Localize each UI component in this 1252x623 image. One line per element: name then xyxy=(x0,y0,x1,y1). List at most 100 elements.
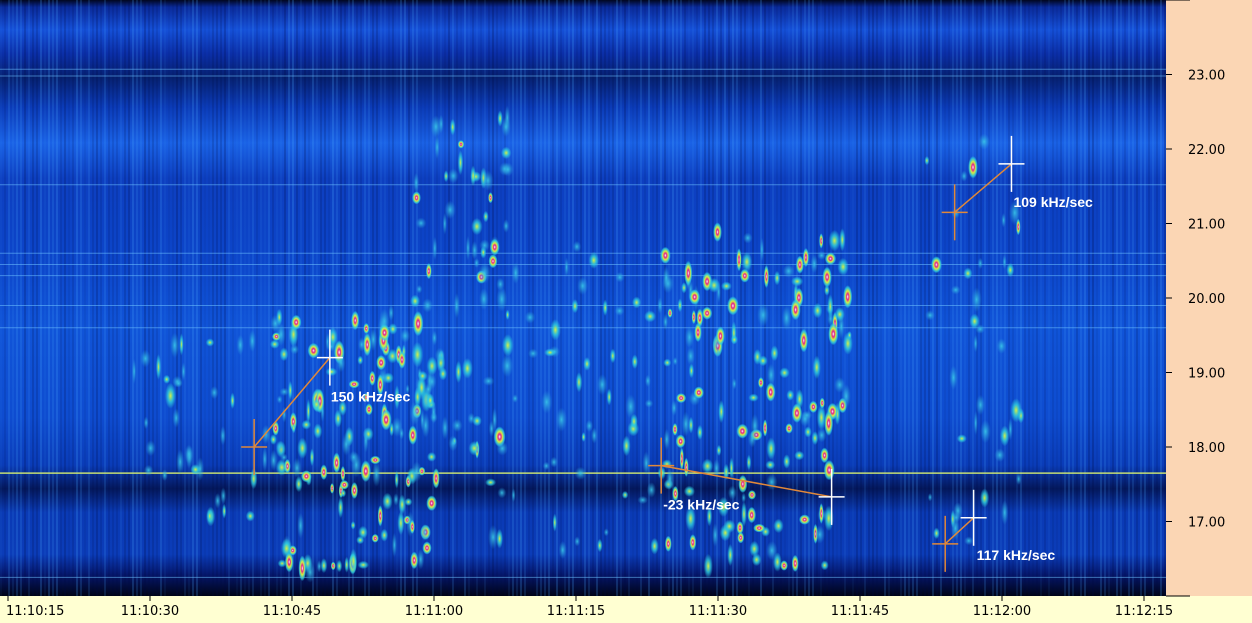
noise-stripe xyxy=(780,0,782,596)
noise-stripe xyxy=(884,0,886,596)
emission-blob xyxy=(975,394,986,416)
emission-blob xyxy=(716,444,722,456)
emission-blob xyxy=(823,459,835,481)
emission-blob xyxy=(814,525,825,544)
emission-blob xyxy=(791,276,804,287)
noise-stripe xyxy=(1112,0,1114,596)
emission-blob xyxy=(824,284,830,296)
emission-blob xyxy=(949,365,958,390)
noise-stripe xyxy=(788,0,790,596)
noise-stripe xyxy=(1024,0,1026,596)
emission-blob xyxy=(511,488,516,503)
noise-stripe xyxy=(188,0,190,596)
noise-stripe xyxy=(72,0,74,596)
noise-stripe xyxy=(888,0,890,596)
emission-blob xyxy=(427,373,437,390)
noise-stripe xyxy=(228,0,230,596)
noise-stripe xyxy=(968,0,970,596)
emission-blob xyxy=(340,489,347,498)
noise-stripe xyxy=(380,0,382,596)
emission-blob xyxy=(479,239,490,252)
noise-stripe xyxy=(620,0,622,596)
emission-blob xyxy=(444,200,456,220)
emission-blob xyxy=(411,461,422,482)
noise-stripe xyxy=(552,0,554,596)
emission-blob xyxy=(718,400,725,424)
emission-blob xyxy=(457,150,464,176)
noise-stripes xyxy=(4,0,1166,596)
emission-blob xyxy=(143,416,149,430)
noise-stripe xyxy=(320,0,322,596)
emission-blob xyxy=(701,458,714,474)
emission-blob xyxy=(280,453,288,462)
emission-blob xyxy=(358,525,368,540)
x-tick-label: 11:12:00 xyxy=(973,604,1031,619)
noise-stripe xyxy=(100,0,102,596)
emission-blob xyxy=(625,394,636,419)
emission-blob xyxy=(426,495,437,512)
emission-blob xyxy=(621,490,629,499)
noise-stripe xyxy=(272,0,274,596)
noise-stripe xyxy=(708,0,710,596)
noise-stripe xyxy=(260,0,262,596)
noise-stripe xyxy=(576,0,578,596)
noise-stripe xyxy=(1100,0,1102,596)
noise-stripe xyxy=(564,0,566,596)
emission-blob xyxy=(357,355,364,365)
noise-stripe xyxy=(924,0,926,596)
noise-stripe xyxy=(28,0,30,596)
emission-blob xyxy=(924,156,930,166)
emission-blob xyxy=(450,118,456,136)
emission-blob xyxy=(337,496,344,519)
emission-blob xyxy=(501,116,511,137)
emission-blob xyxy=(675,434,686,449)
emission-blob xyxy=(414,386,422,408)
emission-blob xyxy=(394,470,399,489)
emission-blob xyxy=(408,425,418,445)
emission-blob xyxy=(820,447,829,464)
noise-stripe xyxy=(756,0,758,596)
emission-blob xyxy=(304,561,316,583)
emission-blob xyxy=(290,344,299,355)
emission-blob xyxy=(684,457,689,477)
emission-blob xyxy=(977,257,983,270)
noise-stripe xyxy=(524,0,526,596)
emission-blob xyxy=(811,431,819,446)
noise-stripe xyxy=(216,0,218,596)
noise-stripe xyxy=(532,0,534,596)
noise-stripe xyxy=(948,0,950,596)
emission-blob xyxy=(583,357,591,371)
emission-blob xyxy=(502,219,510,233)
noise-stripe xyxy=(432,0,434,596)
emission-blob xyxy=(432,236,438,261)
emission-blob xyxy=(555,407,568,432)
emission-blob xyxy=(747,506,756,524)
emission-blob xyxy=(743,232,753,244)
noise-stripe xyxy=(428,0,430,596)
noise-stripe xyxy=(468,0,470,596)
emission-blob xyxy=(155,353,162,380)
noise-stripe xyxy=(548,0,550,596)
emission-blob xyxy=(765,460,776,470)
noise-stripe xyxy=(176,0,178,596)
emission-blob xyxy=(413,172,420,194)
noise-stripe xyxy=(368,0,370,596)
noise-stripe xyxy=(92,0,94,596)
emission-blob xyxy=(320,464,328,481)
noise-stripe xyxy=(1036,0,1038,596)
emission-blob xyxy=(794,450,805,461)
emission-blob xyxy=(697,424,703,440)
noise-stripe xyxy=(1032,0,1034,596)
x-tick-label: 11:11:15 xyxy=(547,604,605,619)
emission-blob xyxy=(350,521,356,530)
emission-blob xyxy=(657,297,663,314)
noise-stripe xyxy=(268,0,270,596)
emission-blob xyxy=(727,543,734,567)
emission-blob xyxy=(1002,254,1007,270)
emission-blob xyxy=(161,469,168,482)
emission-blob xyxy=(410,551,419,570)
noise-stripe xyxy=(1008,0,1010,596)
emission-blob xyxy=(416,284,423,294)
noise-stripe xyxy=(420,0,422,596)
